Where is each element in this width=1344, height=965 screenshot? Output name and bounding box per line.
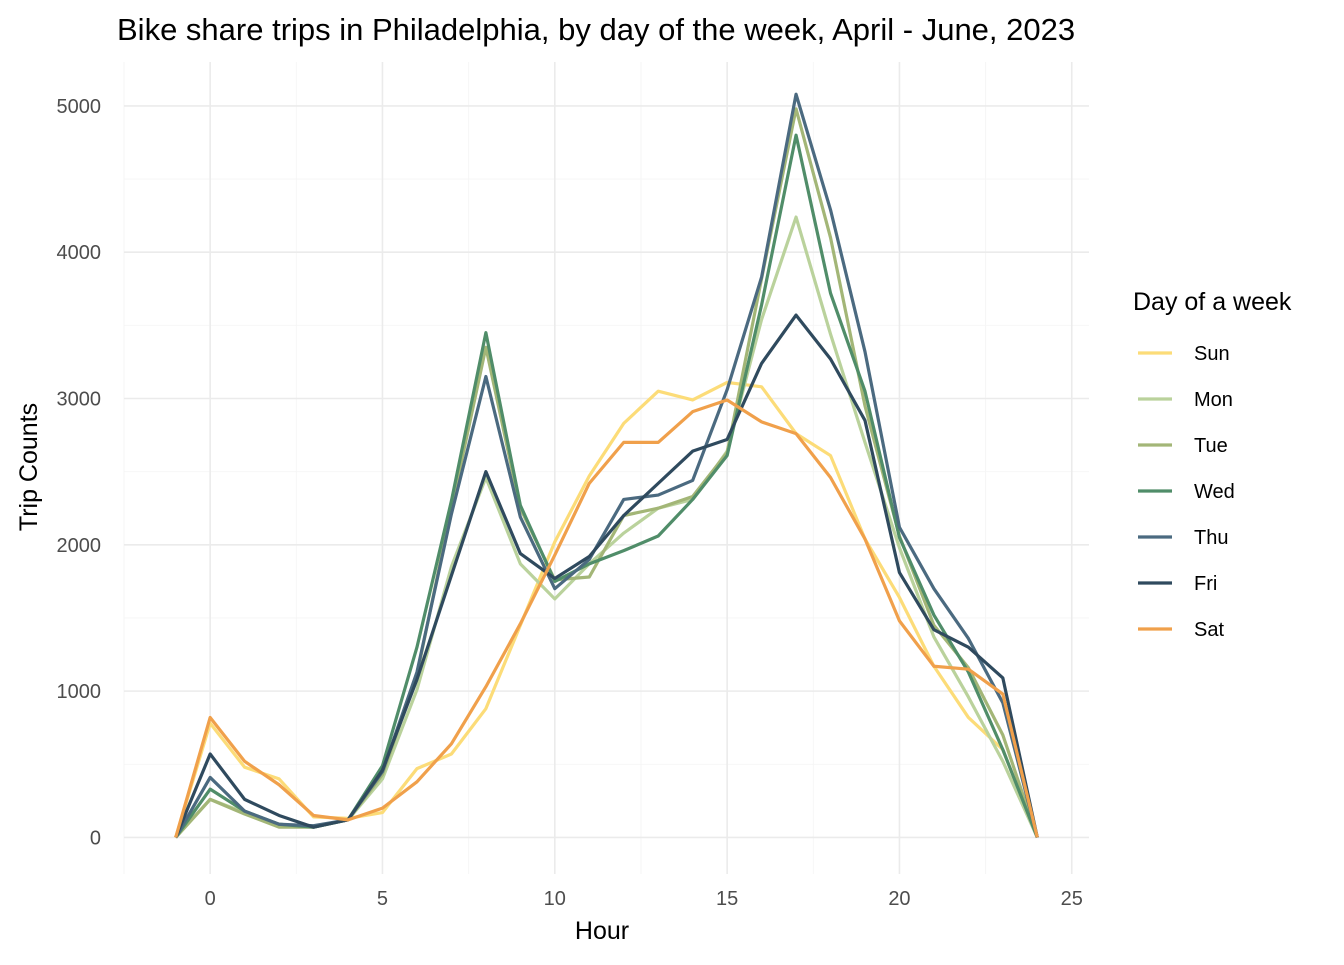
y-tick-label: 1000 bbox=[57, 681, 102, 703]
x-tick-label: 0 bbox=[205, 888, 216, 910]
legend-label-mon: Mon bbox=[1194, 389, 1233, 411]
series-line-fri bbox=[174, 313, 1039, 839]
series-line-tue bbox=[174, 107, 1039, 839]
legend-items: Sun Mon Tue Wed Thu Fri Sat bbox=[1138, 343, 1235, 641]
legend-label-thu: Thu bbox=[1194, 527, 1228, 549]
x-tick-label: 5 bbox=[377, 888, 388, 910]
legend-label-fri: Fri bbox=[1194, 573, 1217, 595]
x-axis-tick-labels: 0 5 10 15 20 25 bbox=[205, 888, 1083, 910]
x-tick-label: 15 bbox=[716, 888, 738, 910]
series-line-wed bbox=[174, 133, 1039, 839]
series-line-thu bbox=[174, 92, 1039, 839]
y-axis-title: Trip Counts bbox=[15, 403, 43, 531]
legend-title: Day of a week bbox=[1133, 288, 1292, 316]
y-tick-label: 4000 bbox=[57, 242, 102, 264]
legend-label-sun: Sun bbox=[1194, 343, 1230, 365]
y-tick-label: 0 bbox=[90, 827, 101, 849]
legend-label-tue: Tue bbox=[1194, 435, 1228, 457]
y-tick-label: 5000 bbox=[57, 96, 102, 118]
y-tick-label: 3000 bbox=[57, 389, 102, 411]
series-line-sun bbox=[174, 380, 1039, 839]
series-line-sat bbox=[174, 398, 1039, 838]
y-tick-label: 2000 bbox=[57, 535, 102, 557]
series-lines bbox=[174, 92, 1039, 839]
major-gridlines bbox=[124, 62, 1089, 874]
chart-title: Bike share trips in Philadelphia, by day… bbox=[117, 12, 1075, 47]
y-axis-tick-labels: 0 1000 2000 3000 4000 5000 bbox=[57, 96, 102, 850]
minor-gridlines bbox=[123, 62, 1089, 874]
legend-label-wed: Wed bbox=[1194, 481, 1235, 503]
legend-label-sat: Sat bbox=[1194, 619, 1224, 641]
legend: Day of a week Sun Mon Tue Wed Thu Fri Sat bbox=[1133, 288, 1292, 641]
x-tick-label: 20 bbox=[888, 888, 910, 910]
x-axis-title: Hour bbox=[575, 917, 629, 945]
x-tick-label: 25 bbox=[1061, 888, 1083, 910]
x-tick-label: 10 bbox=[544, 888, 566, 910]
